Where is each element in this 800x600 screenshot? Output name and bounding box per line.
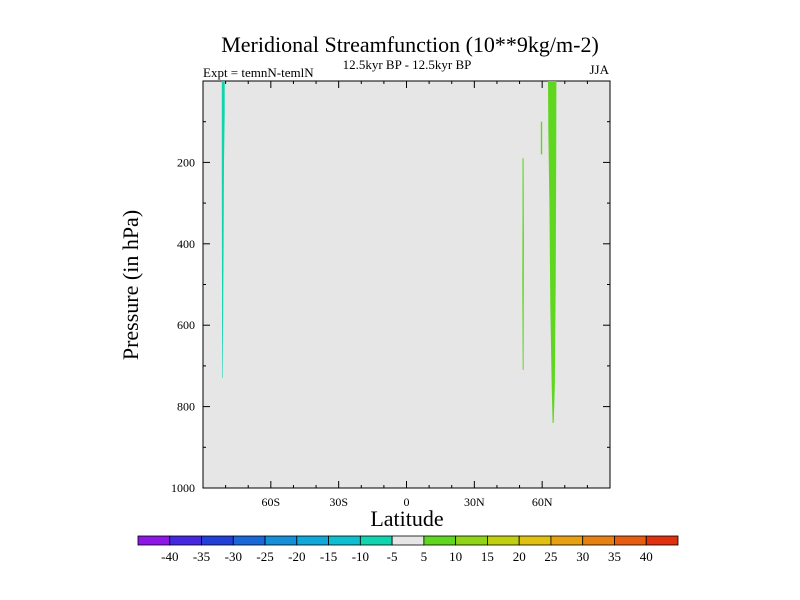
- colorbar-box: [582, 535, 615, 546]
- period-label: 12.5kyr BP - 12.5kyr BP: [343, 57, 472, 72]
- x-tick-label: 30N: [464, 495, 485, 509]
- contour-positive-band-60N-small: [540, 121, 543, 155]
- colorbar-box: [232, 535, 266, 546]
- colorbar-label: 10: [449, 549, 462, 564]
- colorbar-box: [201, 535, 234, 546]
- colorbar-label: 15: [481, 549, 494, 564]
- colorbar-box: [423, 535, 457, 546]
- colorbar-label: 30: [576, 549, 589, 564]
- experiment-label: Expt = temnN-temlN: [203, 65, 314, 80]
- colorbar-label: -40: [161, 549, 178, 564]
- y-tick-label: 600: [177, 318, 195, 332]
- season-label: JJA: [589, 62, 609, 77]
- y-tick-label: 400: [177, 237, 195, 251]
- colorbar-label: -30: [225, 549, 242, 564]
- chart-title: Meridional Streamfunction (10**9kg/m-2): [221, 32, 599, 57]
- contour-negative-band-60S: [221, 81, 225, 379]
- colorbar-box: [645, 535, 679, 546]
- colorbar-box: [614, 535, 647, 546]
- colorbar-box: [296, 535, 329, 546]
- colorbar-label: -35: [193, 549, 210, 564]
- y-tick-label: 200: [177, 155, 195, 169]
- colorbar-box: [359, 535, 393, 546]
- colorbar-box: [455, 535, 488, 546]
- colorbar-label: -25: [256, 549, 273, 564]
- contour-positive-band-63N: [548, 81, 557, 423]
- colorbar-box: [328, 535, 361, 546]
- colorbar-box: [264, 535, 298, 546]
- x-tick-label: 30S: [329, 495, 348, 509]
- colorbar-label: 20: [513, 549, 526, 564]
- x-tick-label: 60N: [532, 495, 553, 509]
- colorbar-label: 35: [608, 549, 621, 564]
- colorbar-label: -5: [387, 549, 398, 564]
- colorbar-box: [137, 535, 171, 546]
- y-tick-label: 1000: [171, 481, 195, 495]
- colorbar-label: 5: [421, 549, 428, 564]
- y-axis-title: Pressure (in hPa): [118, 210, 143, 360]
- colorbar-box: [391, 535, 425, 546]
- colorbar-box: [518, 535, 552, 546]
- colorbar: -40 -35 -30 -25 -20 -15 -10 -5 5 10 15 20 25 30 35 40: [137, 535, 679, 564]
- colorbar-box: [550, 535, 584, 546]
- x-tick-label: 60S: [261, 495, 280, 509]
- colorbar-label: -20: [288, 549, 305, 564]
- colorbar-label: -15: [320, 549, 337, 564]
- colorbar-label: 25: [544, 549, 557, 564]
- x-axis-title: Latitude: [370, 506, 443, 531]
- x-tick-label: 0: [404, 495, 410, 509]
- colorbar-label: -10: [352, 549, 369, 564]
- colorbar-box: [487, 535, 520, 546]
- contour-positive-band-50N: [522, 158, 524, 370]
- y-tick-label: 800: [177, 400, 195, 414]
- colorbar-label: 40: [640, 549, 653, 564]
- colorbar-box: [169, 535, 202, 546]
